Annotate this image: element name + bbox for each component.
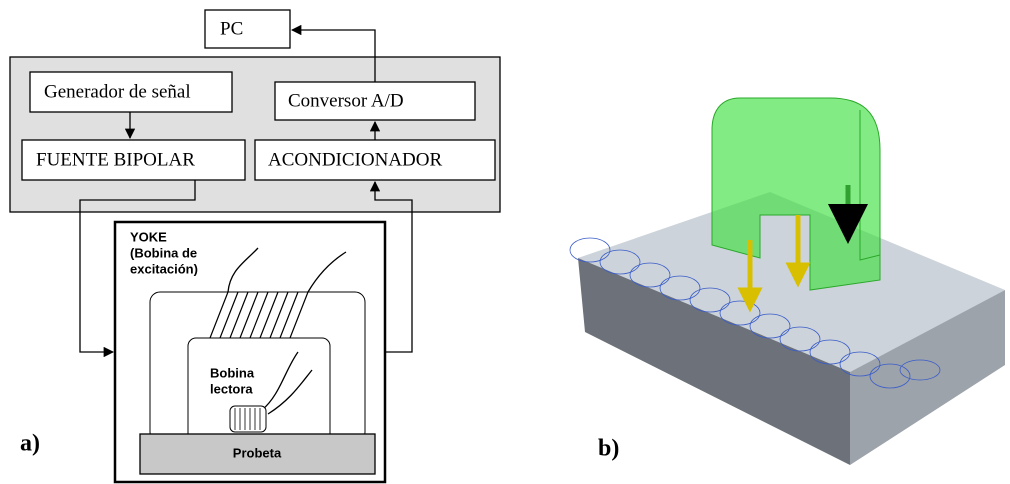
panel-label: a) (20, 431, 40, 457)
yoke-label: excitación) (130, 261, 198, 276)
conditioner-label: ACONDICIONADOR (268, 149, 442, 170)
generator-box (29, 71, 233, 113)
reader-label: Bobina (210, 365, 255, 380)
pc-label: PC (220, 18, 243, 39)
block-front (578, 258, 850, 465)
yoke-label: YOKE (130, 229, 167, 244)
reader-label: lectora (210, 381, 253, 396)
source-label: FUENTE BIPOLAR (36, 149, 195, 170)
block-side (850, 290, 1005, 465)
reader-coil-lines (234, 408, 261, 430)
specimen-label: Probeta (233, 445, 282, 460)
yoke-edge (859, 110, 881, 261)
wire-source-yoke (79, 180, 196, 358)
reader-lead (267, 369, 313, 415)
panel-label: b) (598, 436, 619, 462)
pc-box (204, 9, 291, 49)
reader-coil (229, 405, 267, 433)
wire-yoke-cond (369, 180, 413, 353)
coil-lead (307, 251, 347, 293)
converter-label: Conversor A/D (288, 90, 404, 111)
source-box (21, 139, 246, 181)
weld-scan (569, 237, 941, 389)
specimen (139, 433, 376, 475)
reader-lead (261, 351, 299, 411)
field-arrows (737, 215, 811, 313)
excitation-coil (209, 291, 309, 339)
coil-lead (227, 247, 259, 293)
arrow-to-pc (290, 24, 376, 82)
yoke-label: (Bobina de (130, 245, 197, 260)
conditioner-box (254, 139, 496, 181)
generator-label: Generador de señal (44, 81, 191, 102)
